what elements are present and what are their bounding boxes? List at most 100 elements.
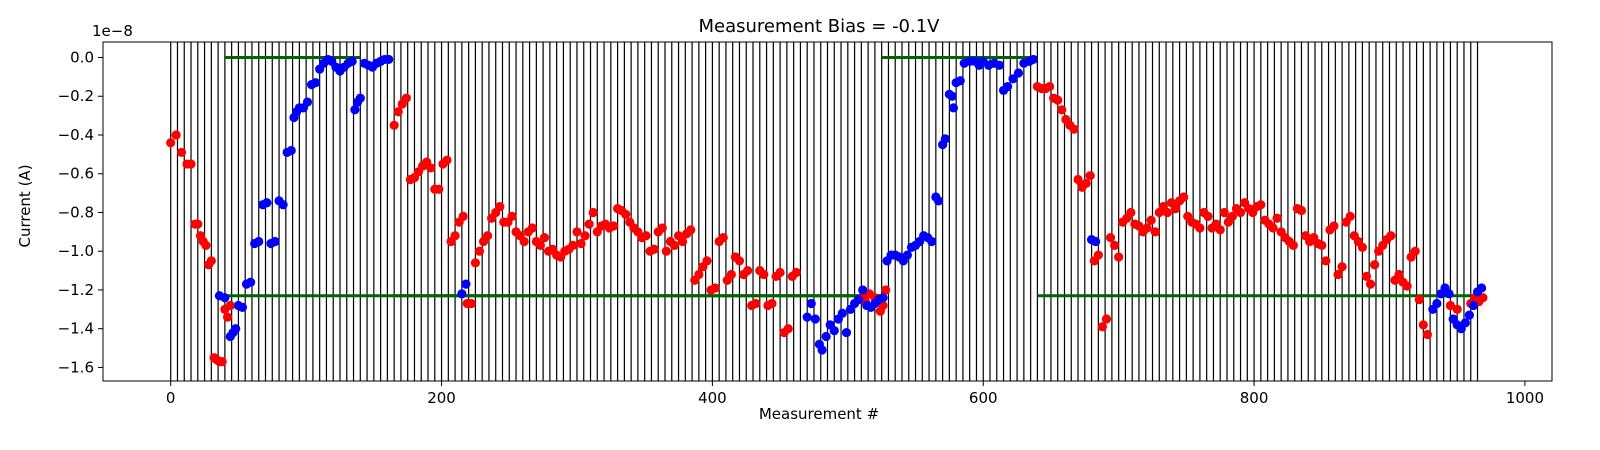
data-point xyxy=(743,265,753,276)
data-point xyxy=(193,219,203,229)
data-point xyxy=(810,314,820,324)
data-point xyxy=(1114,252,1124,262)
data-point xyxy=(1329,221,1339,231)
data-point xyxy=(1105,233,1116,243)
data-point xyxy=(854,295,864,305)
data-point xyxy=(1317,240,1327,250)
chart-title: Measurement Bias = -0.1V xyxy=(698,16,940,37)
data-point xyxy=(254,236,264,247)
data-point xyxy=(1337,262,1347,272)
data-point xyxy=(442,155,452,165)
data-point xyxy=(1170,203,1181,214)
data-point xyxy=(1219,207,1229,218)
data-point xyxy=(1215,225,1225,235)
data-point xyxy=(1203,211,1213,221)
data-point xyxy=(1321,256,1331,266)
data-point xyxy=(572,227,582,237)
plot-frame xyxy=(102,41,1553,382)
data-point xyxy=(466,298,476,309)
data-point xyxy=(225,300,235,311)
data-point xyxy=(171,130,181,140)
reference-lines-layer xyxy=(224,55,1478,298)
data-point xyxy=(222,312,233,322)
data-point xyxy=(767,298,777,309)
x-axis-ticks: 0 200 400 600 800 1000 xyxy=(166,381,1544,407)
data-point xyxy=(1109,240,1120,250)
data-point xyxy=(1101,314,1112,324)
data-point xyxy=(1146,215,1156,225)
data-point xyxy=(657,223,667,233)
data-point xyxy=(955,76,965,86)
data-point xyxy=(933,196,944,206)
data-point xyxy=(686,225,696,235)
data-point xyxy=(461,279,471,289)
data-point xyxy=(1357,242,1368,252)
x-tick-label: 0 xyxy=(166,389,176,407)
data-point xyxy=(1296,205,1307,216)
data-point xyxy=(649,244,659,254)
data-point xyxy=(1069,124,1079,134)
data-point xyxy=(1452,304,1462,314)
data-point xyxy=(311,78,321,88)
data-point xyxy=(217,357,227,367)
data-point xyxy=(458,211,468,221)
vertical-lines-layer xyxy=(170,42,1479,381)
data-point xyxy=(948,103,959,113)
data-point xyxy=(474,246,485,256)
y-tick-label: −0.6 xyxy=(58,165,94,183)
data-point xyxy=(734,256,745,266)
data-point xyxy=(1142,223,1152,233)
data-point xyxy=(470,258,481,268)
data-point xyxy=(350,105,360,115)
y-tick-label: −0.2 xyxy=(58,87,94,105)
data-point xyxy=(1476,283,1487,293)
data-point xyxy=(1097,322,1108,332)
data-point xyxy=(1464,310,1474,320)
data-point xyxy=(384,54,394,65)
x-tick-label: 1000 xyxy=(1506,389,1544,407)
data-point xyxy=(1195,223,1205,233)
data-point xyxy=(201,240,211,250)
data-point xyxy=(1162,207,1173,218)
data-point xyxy=(588,207,598,218)
data-point xyxy=(726,269,736,280)
data-point xyxy=(858,285,868,295)
data-point xyxy=(519,236,529,247)
data-point xyxy=(535,240,546,250)
data-point xyxy=(1085,171,1095,181)
data-point xyxy=(1414,295,1424,305)
y-tick-label: −1.4 xyxy=(58,320,94,338)
data-point xyxy=(1410,246,1420,256)
data-point xyxy=(641,231,651,241)
data-point xyxy=(710,283,720,293)
data-point xyxy=(881,285,891,295)
data-point xyxy=(837,308,847,318)
data-point xyxy=(1235,207,1246,218)
data-point xyxy=(580,231,590,241)
data-point xyxy=(584,219,594,229)
x-tick-label: 400 xyxy=(698,389,727,407)
data-point xyxy=(1028,54,1038,65)
data-point xyxy=(759,269,769,280)
data-point xyxy=(994,60,1005,70)
data-point xyxy=(262,198,272,208)
data-point xyxy=(1013,68,1024,78)
data-point xyxy=(1460,318,1470,328)
data-point xyxy=(1179,192,1189,202)
data-point xyxy=(237,302,248,312)
x-tick-label: 600 xyxy=(969,389,998,407)
data-point xyxy=(1081,178,1091,189)
data-point xyxy=(576,238,586,249)
data-point xyxy=(1256,200,1266,210)
data-point xyxy=(246,277,256,287)
data-point xyxy=(1008,74,1018,84)
data-point xyxy=(940,134,950,144)
x-axis-label: Measurement # xyxy=(759,405,879,423)
data-point xyxy=(783,324,793,334)
data-point xyxy=(1478,293,1488,303)
data-point xyxy=(568,240,578,250)
data-point xyxy=(389,120,399,130)
data-point xyxy=(166,138,176,148)
data-point xyxy=(1044,81,1055,92)
data-point xyxy=(817,345,827,355)
